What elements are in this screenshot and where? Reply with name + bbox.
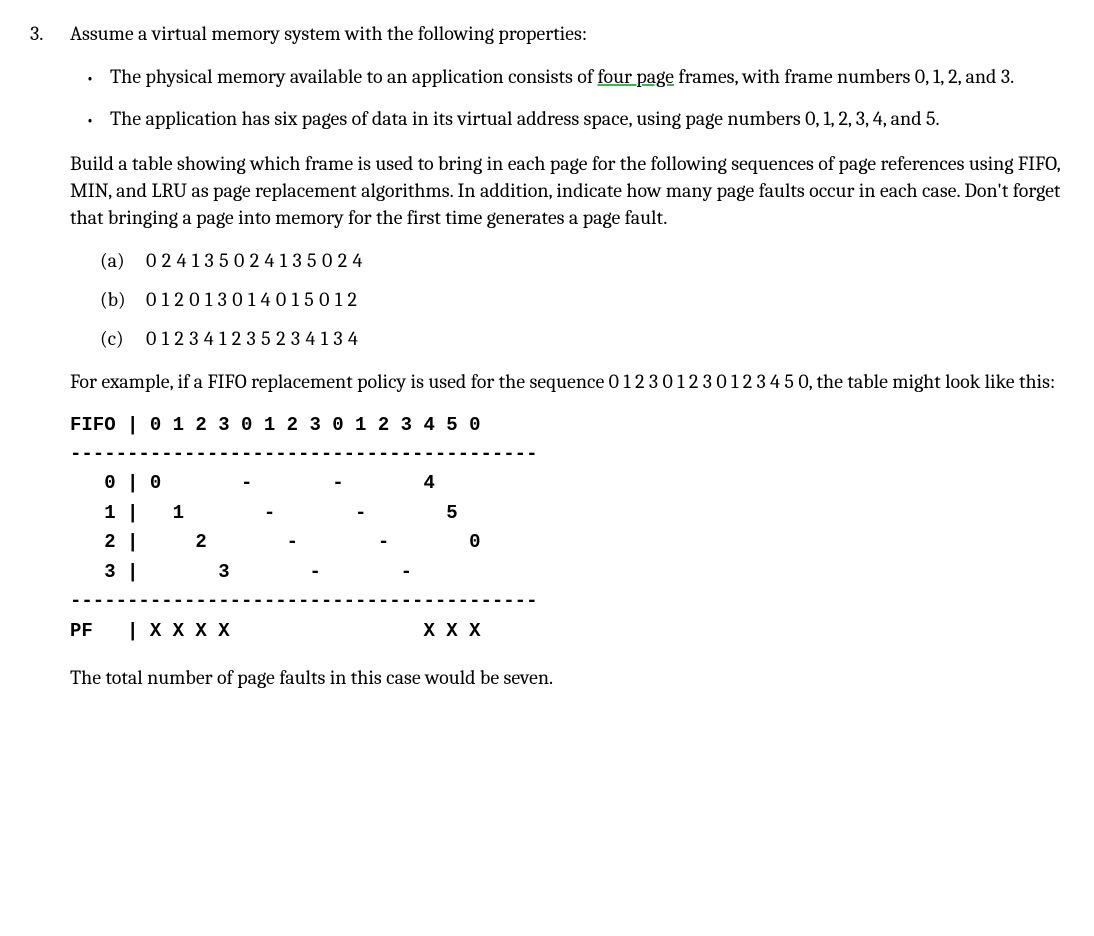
question-body: Assume a virtual memory system with the … bbox=[70, 20, 1064, 691]
bullet-dot-icon: • bbox=[70, 63, 110, 91]
bullet-dot-icon: • bbox=[70, 105, 110, 133]
conclusion-paragraph: The total number of page faults in this … bbox=[70, 664, 1064, 691]
subpart-label: (c) bbox=[100, 325, 146, 352]
bullet-pre: The physical memory available to an appl… bbox=[110, 65, 598, 88]
subpart-item: (a) 0 2 4 1 3 5 0 2 4 1 3 5 0 2 4 bbox=[100, 247, 1064, 274]
bullet-item: • The physical memory available to an ap… bbox=[70, 63, 1064, 91]
subpart-sequence: 0 1 2 0 1 3 0 1 4 0 1 5 0 1 2 bbox=[146, 286, 357, 313]
bullet-item: • The application has six pages of data … bbox=[70, 105, 1064, 133]
bullet-pre: The application has six pages of data in… bbox=[110, 107, 940, 130]
link-text[interactable]: four page bbox=[598, 65, 674, 88]
question-number: 3. bbox=[30, 20, 70, 47]
fifo-table: FIFO | 0 1 2 3 0 1 2 3 0 1 2 3 4 5 0 ---… bbox=[70, 411, 1064, 647]
question-block: 3. Assume a virtual memory system with t… bbox=[30, 20, 1064, 691]
bullet-post: frames, with frame numbers 0, 1, 2, and … bbox=[674, 65, 1014, 88]
subpart-label: (b) bbox=[100, 286, 146, 313]
subpart-label: (a) bbox=[100, 247, 146, 274]
bullet-list: • The physical memory available to an ap… bbox=[70, 63, 1064, 134]
subpart-item: (c) 0 1 2 3 4 1 2 3 5 2 3 4 1 3 4 bbox=[100, 325, 1064, 352]
bullet-text: The physical memory available to an appl… bbox=[110, 63, 1064, 90]
intro-paragraph: Assume a virtual memory system with the … bbox=[70, 20, 1064, 47]
subpart-sequence: 0 1 2 3 4 1 2 3 5 2 3 4 1 3 4 bbox=[146, 325, 358, 352]
subpart-item: (b) 0 1 2 0 1 3 0 1 4 0 1 5 0 1 2 bbox=[100, 286, 1064, 313]
bullet-text: The application has six pages of data in… bbox=[110, 105, 1064, 132]
example-intro-paragraph: For example, if a FIFO replacement polic… bbox=[70, 368, 1064, 395]
subpart-list: (a) 0 2 4 1 3 5 0 2 4 1 3 5 0 2 4 (b) 0 … bbox=[100, 247, 1064, 352]
instructions-paragraph: Build a table showing which frame is use… bbox=[70, 150, 1064, 231]
subpart-sequence: 0 2 4 1 3 5 0 2 4 1 3 5 0 2 4 bbox=[146, 247, 363, 274]
